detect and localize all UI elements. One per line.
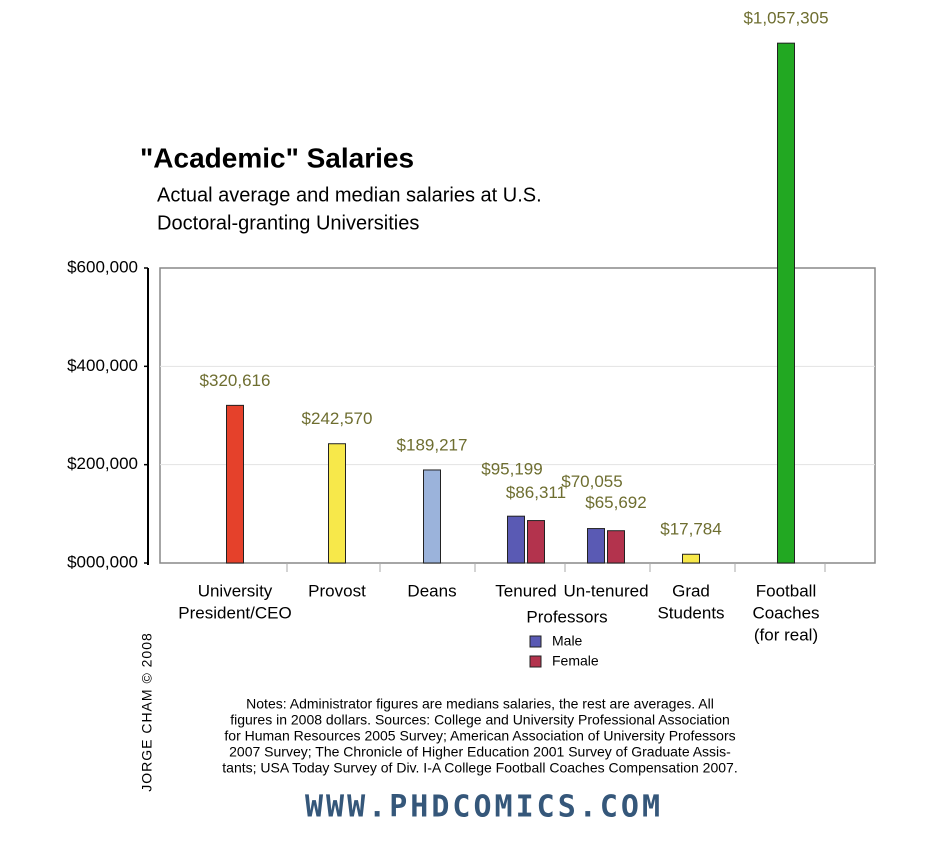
bar: [423, 469, 441, 564]
x-tick-label: Tenured: [495, 581, 556, 600]
x-tick-label: President/CEO: [178, 603, 291, 622]
value-label: $320,616: [200, 371, 271, 390]
value-label: $70,055: [561, 472, 622, 491]
x-tick-label: Grad: [672, 581, 710, 600]
chart-title: "Academic" Salaries: [140, 142, 414, 173]
note: tants; USA Today Survey of Div. I-A Coll…: [222, 760, 737, 776]
x-tick-label: (for real): [754, 625, 818, 644]
x-tick-label: Provost: [308, 581, 366, 600]
bar: [507, 515, 525, 564]
x-tick-label: Coaches: [752, 603, 819, 622]
value-label: $95,199: [481, 460, 542, 479]
value-label: $242,570: [302, 409, 373, 428]
note: 2007 Survey; The Chronicle of Higher Edu…: [229, 744, 731, 760]
legend-swatch: [529, 635, 542, 648]
value-label: $86,311: [506, 483, 566, 502]
bar: [226, 404, 244, 564]
value-label: $65,692: [585, 493, 646, 512]
group-label: Professors: [526, 607, 607, 626]
x-tick-label: Football: [756, 581, 816, 600]
subtitle: Doctoral-granting Universities: [157, 212, 419, 234]
bar: [527, 520, 545, 564]
y-tick-label: $600,000: [67, 257, 138, 276]
y-tick-label: $000,000: [67, 552, 138, 571]
url: WWW.PHDCOMICS.COM: [305, 790, 663, 825]
x-tick-label: Un-tenured: [563, 581, 648, 600]
x-tick-label: Deans: [407, 581, 456, 600]
legend-label: Male: [552, 633, 583, 649]
note: Notes: Administrator figures are medians…: [246, 696, 714, 712]
y-tick-label: $400,000: [67, 356, 138, 375]
subtitle: Actual average and median salaries at U.…: [157, 184, 542, 206]
value-label: $1,057,305: [743, 9, 828, 28]
legend-label: Female: [552, 653, 599, 669]
note: for Human Resources 2005 Survey; America…: [224, 728, 735, 744]
x-tick-label: University: [198, 581, 273, 600]
bar: [587, 528, 605, 564]
value-label: $189,217: [397, 435, 468, 454]
y-tick-label: $200,000: [67, 454, 138, 473]
value-label: $17,784: [660, 520, 721, 539]
legend-swatch: [529, 655, 542, 668]
bar: [777, 42, 795, 564]
bar: [607, 530, 625, 564]
note: figures in 2008 dollars. Sources: Colleg…: [230, 712, 730, 728]
credit: JORGE CHAM © 2008: [139, 632, 155, 792]
bar: [682, 553, 700, 564]
x-tick-label: Students: [657, 603, 724, 622]
bar: [328, 443, 346, 564]
